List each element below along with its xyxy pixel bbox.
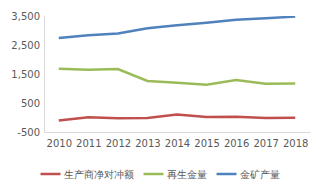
x-tick-label: 2014 [165,138,190,149]
x-tick-label: 2016 [224,138,249,149]
y-tick-label: -500 [17,127,40,138]
y-tick-label: 1,500 [11,69,40,80]
legend-label: 生产商净对冲额 [64,169,134,180]
x-tick-label: 2018 [283,138,308,149]
legend-item: 再生金量 [144,169,207,180]
chart: -5005001,5002,5003,500201020112012201320… [0,0,320,188]
y-tick: 500 [21,98,44,109]
legend-item: 金矿产量 [217,169,280,180]
series-line [59,17,295,38]
y-axis: -500 500 1,500 2,500 3,500 [11,11,44,138]
plot: -5005001,5002,5003,500201020112012201320… [11,11,310,149]
legend: 生产商净对冲额 再生金量 金矿产量 [41,169,280,180]
y-tick: 2,500 [11,40,44,51]
legend-label: 金矿产量 [240,169,280,180]
x-tick-label: 2015 [194,138,219,149]
x-tick: 2015 [194,132,219,149]
x-tick-label: 2012 [106,138,131,149]
series-line [59,69,295,85]
x-tick-label: 2011 [76,138,101,149]
y-tick-label: 500 [21,98,40,109]
legend-label: 再生金量 [167,169,207,180]
legend-swatch [144,173,164,176]
x-tick-label: 2013 [135,138,160,149]
x-tick: 2013 [135,132,160,149]
y-tick-label: 3,500 [11,11,40,22]
y-tick: 3,500 [11,11,44,22]
x-tick-label: 2017 [253,138,278,149]
x-tick-label: 2010 [47,138,72,149]
y-axis-line [44,17,45,133]
x-axis: 2010 2011 2012 2013 2014 2015 2016 2017 2018 [45,132,311,149]
legend-swatch [41,173,61,176]
y-tick-label: 2,500 [11,40,40,51]
x-axis-line [45,132,311,133]
x-tick: 2018 [283,132,308,149]
x-tick: 2017 [253,132,278,149]
x-tick: 2012 [106,132,131,149]
y-tick: 1,500 [11,69,44,80]
series-line [59,115,295,121]
x-tick: 2016 [224,132,249,149]
y-tick: -500 [17,127,44,138]
x-tick: 2010 [47,132,72,149]
legend-swatch [217,173,237,176]
lines [59,17,295,121]
legend-item: 生产商净对冲额 [41,169,134,180]
x-tick: 2011 [76,132,101,149]
x-tick: 2014 [165,132,190,149]
